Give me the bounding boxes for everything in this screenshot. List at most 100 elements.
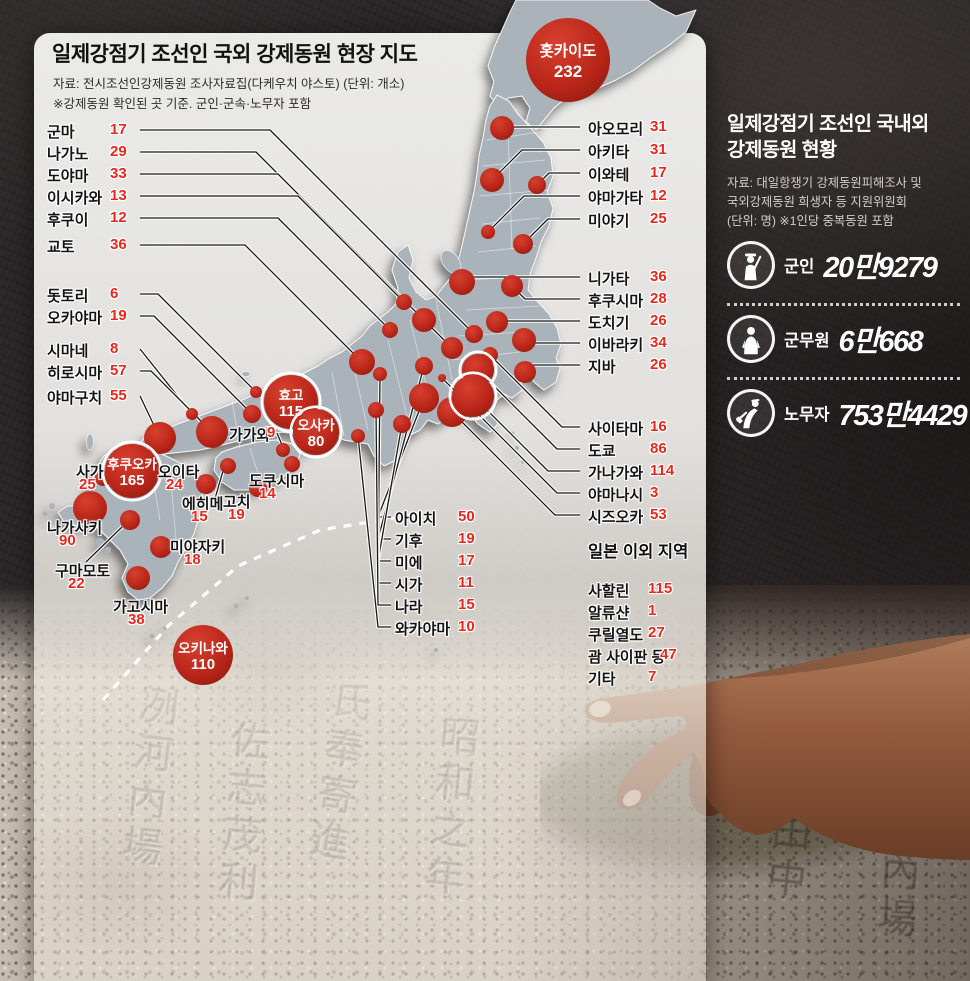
region-label-name: 사이타마 — [588, 421, 644, 438]
region-label-name: 돗토리 — [47, 288, 89, 305]
region-label-name: 가고시마 — [113, 599, 169, 616]
region-label-name: 후쿠시마 — [588, 293, 644, 310]
engraved-stone-inscription: 山川田中 — [757, 713, 822, 905]
dotted-separator — [727, 303, 960, 306]
region-label-name: 도야마 — [47, 168, 89, 185]
region-label-value: 12 — [650, 187, 667, 204]
region-label-name: 아오모리 — [588, 121, 644, 138]
outside-japan-section: 일본 이외 지역 사할린 115 알류샨 1 쿠릴열도 27 괌 사이판 등 47 기타 7 — [588, 538, 706, 688]
region-label-name: 기후 — [395, 533, 423, 550]
stat-row-soldiers: 군인 20만9279 — [727, 238, 965, 292]
region-label-value: 86 — [650, 440, 667, 457]
region-label-name: 사가 — [76, 464, 104, 481]
region-label-value: 18 — [184, 551, 201, 568]
region-label-name: 이와테 — [588, 167, 630, 184]
region-label-value: 11 — [458, 574, 474, 591]
stat-row-laborers: 노무자 753만4429 — [727, 386, 968, 440]
region-label-name: 이시카와 — [47, 190, 103, 207]
region-label-value: 57 — [110, 362, 127, 379]
region-label-name: 히로시마 — [47, 365, 103, 382]
region-label-value: 22 — [68, 575, 85, 592]
region-label-value: 6 — [110, 285, 119, 302]
region-label-name: 나가노 — [47, 146, 89, 163]
outside-japan-title: 일본 이외 지역 — [588, 543, 689, 561]
region-label-value: 13 — [110, 187, 127, 204]
outside-japan-name: 기타 — [588, 671, 616, 688]
region-label-value: 25 — [79, 476, 96, 493]
region-label-name: 아이치 — [395, 511, 437, 528]
region-label-value: 33 — [110, 165, 127, 182]
region-label-name: 시가 — [395, 577, 423, 594]
stat-row-military-civilians: 군무원 6만668 — [727, 312, 965, 366]
region-label-name: 에히메 — [182, 496, 224, 513]
region-label-name: 지바 — [588, 359, 616, 376]
region-label-value: 114 — [650, 462, 675, 479]
region-label-value: 17 — [650, 164, 667, 181]
outside-japan-value: 7 — [648, 668, 657, 685]
outside-japan-item: 알류샨 1 — [588, 600, 706, 622]
region-label-value: 90 — [59, 532, 76, 549]
region-label-name: 야마가타 — [588, 190, 644, 207]
region-label-value: 31 — [650, 118, 667, 135]
stats-source-line2: 국외강제동원 희생자 등 지원위원회 — [727, 195, 907, 210]
region-label-value: 15 — [458, 596, 475, 613]
region-label-name: 교토 — [47, 239, 75, 256]
stats-panel-title: 일제강점기 조선인 국내외 강제동원 현황 — [727, 112, 929, 163]
region-label-name: 야마나시 — [588, 487, 644, 504]
stats-panel-title-line2: 강제동원 현황 — [727, 138, 837, 161]
region-label-value: 17 — [458, 552, 475, 569]
outside-japan-name: 괌 사이판 등 — [588, 649, 666, 666]
page-title: 일제강점기 조선인 국외 강제동원 현장 지도 — [52, 43, 418, 66]
region-label-value: 16 — [650, 418, 667, 435]
outside-japan-value: 115 — [648, 580, 673, 597]
region-label-value: 19 — [110, 307, 127, 324]
outside-japan-value: 27 — [648, 624, 665, 641]
outside-japan-name: 사할린 — [588, 583, 630, 600]
region-label-name: 도쿠시마 — [249, 473, 305, 490]
region-label-value: 12 — [110, 209, 127, 226]
region-label-name: 나가사키 — [47, 520, 103, 537]
region-label-value: 19 — [228, 506, 245, 523]
region-label-name: 오카야마 — [47, 310, 103, 327]
region-label-value: 26 — [650, 356, 667, 373]
region-label-name: 미야기 — [588, 213, 630, 230]
outside-japan-name: 알류샨 — [588, 605, 630, 622]
stat-label: 노무자 — [784, 406, 830, 424]
region-label-name: 시마네 — [47, 343, 89, 360]
region-label-value: 14 — [259, 485, 276, 502]
dotted-separator — [727, 377, 960, 380]
stats-source-line3: (단위: 명) ※1인당 중복동원 포함 — [727, 214, 894, 229]
stats-panel-title-line1: 일제강점기 조선인 국내외 — [727, 113, 929, 135]
region-label-name: 군마 — [47, 124, 75, 141]
region-label-value: 10 — [458, 618, 475, 635]
stat-label: 군무원 — [784, 332, 830, 350]
stats-source-line1: 자료: 대일항쟁기 강제동원피해조사 및 — [727, 176, 922, 190]
region-label-value: 24 — [166, 476, 183, 493]
region-label-name: 도쿄 — [588, 443, 616, 460]
region-label-value: 36 — [110, 236, 127, 253]
map-source-note: 자료: 전시조선인강제동원 조사자료집(다케우치 야스토) (단위: 개소) — [53, 77, 405, 91]
region-label-name: 야마구치 — [47, 390, 103, 407]
outside-japan-item: 기타 7 — [588, 666, 706, 688]
region-label-name: 가가와 — [229, 427, 271, 444]
region-label-name: 와카야마 — [395, 621, 451, 638]
region-label-value: 8 — [110, 340, 119, 357]
region-label-value: 34 — [650, 334, 667, 351]
map-criteria-note: ※강제동원 확인된 곳 기준. 군인·군속·노무자 포함 — [53, 97, 312, 111]
region-label-value: 50 — [458, 508, 475, 525]
region-label-name: 오이타 — [158, 464, 200, 481]
region-label-value: 3 — [650, 484, 659, 501]
region-label-name: 고치 — [223, 494, 251, 511]
outside-japan-list: 사할린 115 알류샨 1 쿠릴열도 27 괌 사이판 등 47 기타 7 — [588, 578, 706, 688]
region-label-value: 53 — [650, 506, 667, 523]
region-label-name: 가나가와 — [588, 465, 644, 482]
outside-japan-value: 47 — [660, 646, 677, 663]
region-label-name: 아키타 — [588, 144, 630, 161]
region-label-name: 나라 — [395, 599, 423, 616]
stat-value: 20만9279 — [823, 252, 937, 284]
stats-panel-source: 자료: 대일항쟁기 강제동원피해조사 및 국외강제동원 희생자 등 지원위원회 … — [727, 174, 922, 231]
engraved-stone-inscription: 冽河內場 — [868, 753, 927, 945]
region-label-name: 미에 — [395, 555, 423, 572]
region-label-value: 25 — [650, 210, 667, 227]
